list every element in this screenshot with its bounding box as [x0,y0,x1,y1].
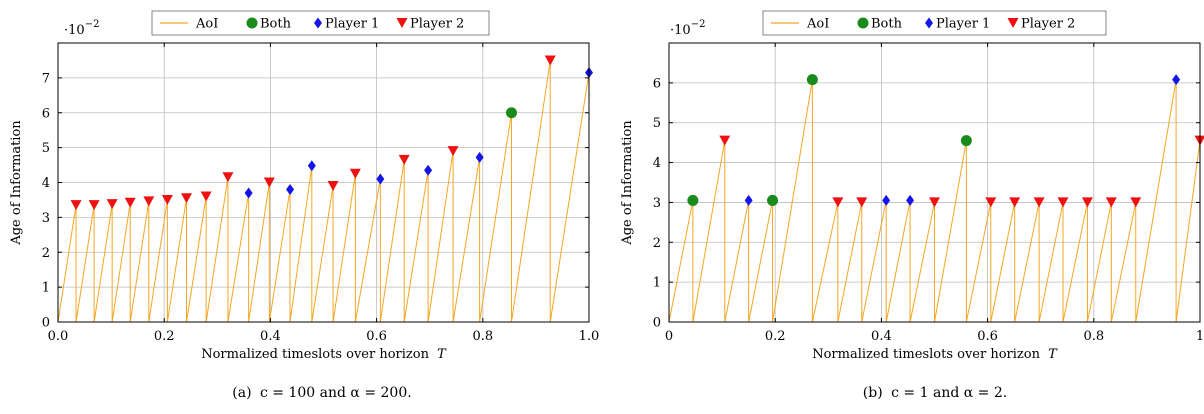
x-axis-label: Normalized timeslots over horizon T [812,347,1058,362]
y-tick-label: 4 [42,176,50,191]
caption-text: c = 100 and α = 200. [260,385,412,401]
marker-player-1 [245,187,253,198]
marker-player-2 [222,172,233,182]
x-tick-label: 1 [1196,329,1204,344]
legend-swatch-both [858,18,869,29]
marker-player-2 [719,136,730,146]
y-tick-label: 7 [42,71,50,86]
caption-text: c = 1 and α = 2. [891,385,1007,401]
y-tick-label: 3 [653,196,661,211]
y-tick-label: 0 [653,316,661,331]
marker-player-2 [399,155,410,165]
legend-label-player-2: Player 2 [410,17,464,32]
marker-player-2 [181,193,192,203]
legend: AoI Both Player 1 Player 2 [763,11,1106,35]
x-tick-label: 0.4 [260,329,281,344]
x-axis-label-var: T [1048,347,1058,362]
marker-both [807,74,818,85]
y-scale-exponent: −2 [691,19,706,30]
y-scale-factor: ·10−2 [670,19,705,38]
x-tick-label: 0.8 [1083,329,1104,344]
marker-player-2 [350,169,361,179]
marker-both [687,195,698,206]
marker-player-1 [1172,74,1180,85]
x-tick-label: 0.4 [871,329,892,344]
marker-player-2 [71,200,82,210]
caption: (a) c = 100 and α = 200. [232,385,411,401]
y-scale-factor: ·10−2 [64,19,99,38]
marker-player-1 [308,160,316,171]
y-scale-base: ·10 [64,23,85,38]
x-axis-label-text: Normalized timeslots over horizon [201,347,433,362]
y-tick-label: 5 [653,116,661,131]
marker-player-2 [143,196,154,206]
y-axis-label: Age of Information [620,120,635,246]
x-axis-label-text: Normalized timeslots over horizon [812,347,1044,362]
legend-label-player-2: Player 2 [1021,17,1075,32]
legend-label-aoi: AoI [195,17,218,32]
marker-player-2 [107,199,118,209]
marker-player-2 [162,195,173,205]
marker-player-1 [424,165,432,176]
x-axis-label: Normalized timeslots over horizon T [201,347,447,362]
caption-prefix: (a) [232,385,256,401]
legend-swatch-both [247,18,258,29]
marker-player-2 [545,55,556,65]
chart-panel-b: 0 0.2 0.4 0.6 0.8 1 0 1 2 3 4 5 6 ·10−2 Normalized tim… [620,11,1204,401]
marker-both [506,107,517,118]
legend: AoI Both Player 1 Player 2 [152,11,489,35]
y-tick-label: 6 [42,106,50,121]
caption: (b) c = 1 and α = 2. [863,385,1007,401]
y-scale-base: ·10 [670,23,691,38]
y-tick-label: 2 [42,246,50,261]
legend-label-both: Both [871,17,903,32]
x-tick-label: 0.2 [154,329,175,344]
x-tick-label: 1.0 [579,329,600,344]
y-axis-label: Age of Information [9,120,24,246]
marker-player-1 [745,195,753,206]
y-scale-exponent: −2 [85,19,100,30]
marker-player-2 [125,198,136,208]
x-axis-label-var: T [437,347,447,362]
marker-player-1 [882,195,890,206]
y-tick-label: 6 [653,76,661,91]
x-tick-label: 0.6 [366,329,387,344]
chart-panel-a: 0.0 0.2 0.4 0.6 0.8 1.0 0 1 2 3 4 5 6 7 ·10−2 Normalize… [9,11,599,401]
marker-player-2 [201,191,212,201]
legend-label-both: Both [260,17,292,32]
marker-both [767,195,778,206]
y-tick-label: 3 [42,211,50,226]
y-tick-label: 4 [653,156,661,171]
marker-player-2 [1195,136,1204,146]
caption-prefix: (b) [863,385,887,401]
y-tick-label: 1 [42,281,50,296]
x-tick-label: 0.6 [977,329,998,344]
legend-label-player-1: Player 1 [936,17,990,32]
aoi-line [58,60,589,322]
x-tick-label: 0.0 [48,329,69,344]
legend-label-player-1: Player 1 [325,17,379,32]
x-tick-label: 0.2 [765,329,786,344]
x-tick-label: 0 [665,329,673,344]
marker-player-1 [906,195,914,206]
y-tick-label: 0 [42,316,50,331]
x-tick-label: 0.8 [472,329,493,344]
legend-label-aoi: AoI [806,17,829,32]
marker-player-1 [286,184,294,195]
y-tick-label: 5 [42,141,50,156]
marker-player-2 [89,200,100,210]
marker-player-2 [448,146,459,156]
marker-player-2 [328,181,339,191]
marker-both [961,135,972,146]
y-tick-label: 2 [653,236,661,251]
y-tick-label: 1 [653,276,661,291]
